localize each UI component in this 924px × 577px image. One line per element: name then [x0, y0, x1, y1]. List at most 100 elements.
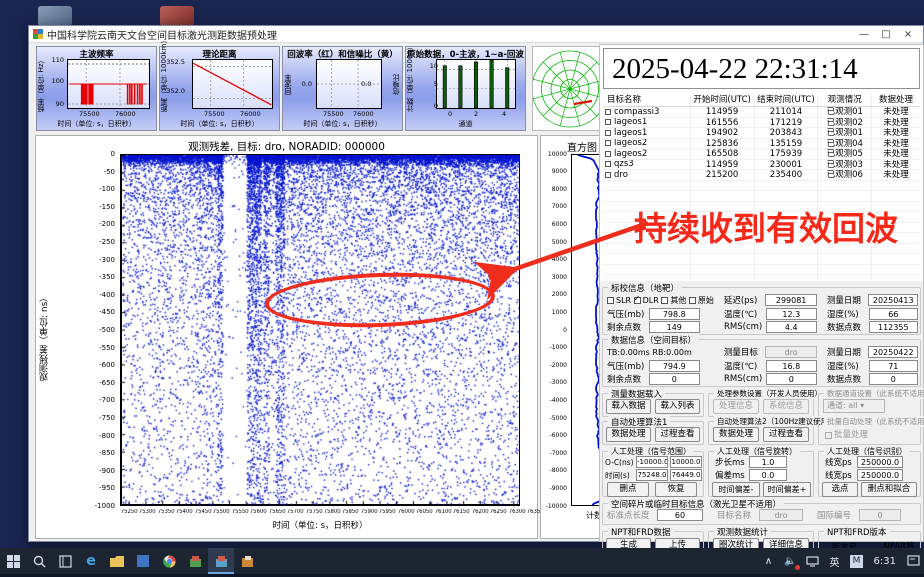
raw-checkbox[interactable] [688, 296, 696, 304]
row-checkbox[interactable] [605, 108, 611, 115]
step-input[interactable]: 1.0 [749, 456, 787, 468]
delete-points-button[interactable]: 删点 [607, 482, 649, 497]
time-max-input[interactable]: 76449.0 [670, 469, 702, 481]
app-icon [33, 29, 43, 39]
table-empty-row [603, 191, 920, 202]
table-row[interactable]: compassi3 114959 211014 已观测01 未处理 [603, 107, 920, 118]
group-auto-algorithm-2: 自动处理算法2（100Hz建议使用） 数据处理 过程查看 [708, 416, 839, 445]
start-button[interactable] [0, 548, 26, 574]
oc-min-input[interactable]: -10000.0 [636, 456, 668, 468]
restore-button[interactable]: 恢复 [655, 482, 697, 497]
table-row[interactable]: dro 215200 235400 已观测06 未处理 [603, 170, 920, 181]
oc-max-input[interactable]: 10000.0 [670, 456, 702, 468]
table-row[interactable]: lageos2 125836 135159 已观测04 未处理 [603, 138, 920, 149]
cal-points-field[interactable]: 112355 [868, 321, 919, 333]
volume-icon[interactable]: 🔈 [780, 548, 802, 574]
obs-temp-field[interactable]: 16.8 [765, 360, 817, 372]
ime-mode-icon[interactable]: M [846, 548, 868, 574]
load-data-button[interactable]: 载入数据 [606, 399, 651, 414]
clock-box: 2025-04-22 22:31:14 [603, 48, 920, 89]
app-icon-2-active[interactable] [208, 548, 234, 574]
plot-area [316, 59, 382, 109]
window-title: 中国科学院云南天文台空间目标激光测距数据预处理 [47, 30, 277, 42]
cal-remaining-field[interactable]: 149 [648, 321, 700, 333]
table-header: 目标名称 开始时间(UTC) 结束时间(UTC) 观测情况 数据处理 [603, 94, 920, 107]
taskbar-clock[interactable]: 6:31 [873, 555, 896, 567]
cal-humidity-field[interactable]: 66 [868, 308, 919, 320]
table-row[interactable]: lageos1 194902 203843 已观测01 未处理 [603, 128, 920, 139]
select-points-button[interactable]: 选点 [822, 482, 858, 497]
row-checkbox[interactable] [605, 140, 611, 147]
auto1-view-button[interactable]: 过程查看 [655, 427, 700, 442]
table-empty-row [603, 264, 920, 275]
obs-rms-field[interactable]: 0 [765, 373, 817, 385]
auto2-view-button[interactable]: 过程查看 [763, 427, 809, 442]
scatter-title: 观测残差, 目标: dro, NORADID: 000000 [188, 141, 385, 153]
deviation-input[interactable]: 0.0 [749, 469, 787, 481]
right-panel: 2025-04-22 22:31:14 目标名称 开始时间(UTC) 结束时间(UT… [599, 44, 924, 564]
group-process-params: 处理参数设置（开发人员使用） 处理信息 系统信息 [708, 388, 825, 417]
action-center-icon[interactable] [902, 548, 924, 574]
search-icon[interactable] [26, 548, 52, 574]
delete-fit-button[interactable]: 删点和拟合 [861, 482, 917, 497]
group-debris-info: 空间碎片或临时目标信息（激光卫星不适用） 标准点长度 60 目标名称 dro 国… [602, 498, 921, 525]
tray-expand-icon[interactable]: ∧ [764, 555, 773, 567]
obs-humidity-field[interactable]: 71 [868, 360, 919, 372]
row-checkbox[interactable] [605, 150, 611, 157]
network-icon[interactable] [802, 548, 824, 574]
obs-date-field[interactable]: 20250422 [868, 346, 918, 358]
photos-app-icon[interactable] [130, 548, 156, 574]
file-explorer-icon[interactable] [104, 548, 130, 574]
close-button[interactable]: × [903, 28, 913, 40]
obs-remaining-field[interactable]: 0 [648, 373, 700, 385]
residual-scatter-panel: 观测残差, 目标: dro, NORADID: 000000 观测残差（单位: … [35, 135, 562, 539]
row-checkbox[interactable] [605, 171, 611, 178]
group-manual-signal-rotation: 人工处理（信号旋转） 步长ms 1.0 偏差ms 0.0 时间偏差- 时间偏差+ [708, 446, 814, 497]
group-manual-signal-identify: 人工处理（信号识别） 线宽ps 250000.0 线宽ps 250000.0 选… [818, 446, 921, 497]
group-data-info: 数据信息（空间目标） TB:0.00ms RB:0.00m 测量目标 dro 测… [602, 334, 921, 387]
title-bar[interactable]: 中国科学院云南天文台空间目标激光测距数据预处理 — □ × [29, 26, 923, 43]
auto1-process-button[interactable]: 数据处理 [606, 427, 651, 442]
app-icon-1[interactable] [182, 548, 208, 574]
time-min-input[interactable]: 75248.0 [636, 469, 668, 481]
time-offset-minus-button[interactable]: 时间偏差- [712, 482, 760, 497]
desktop-icon[interactable] [38, 6, 72, 26]
group-data-load: 测量数据载入 载入数据 载入列表 [602, 388, 704, 417]
cal-date-field[interactable]: 20250413 [868, 294, 918, 306]
minimize-button[interactable]: — [859, 28, 869, 40]
load-list-button[interactable]: 载入列表 [655, 399, 700, 414]
cal-rms-field[interactable]: 4.4 [765, 321, 817, 333]
table-row[interactable]: lageos2 165508 175939 已观测05 未处理 [603, 149, 920, 160]
auto2-process-button[interactable]: 数据处理 [713, 427, 759, 442]
app-icon-3[interactable] [234, 548, 260, 574]
row-checkbox[interactable] [605, 161, 611, 168]
obs-points-field[interactable]: 0 [868, 373, 919, 385]
group-npt-frd-data: NPT和FRD数据 生成 上传 [602, 526, 704, 557]
chart-title: 主波频率 [79, 50, 114, 60]
obs-pressure-field[interactable]: 794.9 [648, 360, 700, 372]
maximize-button[interactable]: □ [881, 28, 891, 40]
polar-tracking-plot [531, 46, 609, 131]
delay-field[interactable]: 299081 [765, 294, 817, 306]
slr-checkbox[interactable] [607, 296, 614, 304]
table-row[interactable]: qzs3 114959 230001 已观测03 未处理 [603, 159, 920, 170]
row-checkbox[interactable] [605, 119, 611, 126]
annotation-text: 持续收到有效回波 [634, 209, 898, 248]
dlr-checkbox[interactable] [633, 294, 641, 304]
cal-pressure-field[interactable]: 798.8 [648, 308, 700, 320]
desktop-icon[interactable] [160, 6, 194, 26]
table-row[interactable]: lageos1 161556 171219 已观测02 未处理 [603, 117, 920, 128]
edge-icon[interactable]: e [86, 553, 96, 569]
ime-language-indicator[interactable]: 英 [829, 557, 840, 569]
linewidth1-input[interactable]: 250000.0 [857, 456, 903, 468]
cal-temp-field[interactable]: 12.3 [765, 308, 817, 320]
time-offset-plus-button[interactable]: 时间偏差+ [763, 482, 811, 497]
chart-echo-rate-snr: 回波率（红）和信噪比（黄） 回波率 信噪比 0.0 0.0 75500 7600… [282, 46, 403, 131]
row-checkbox[interactable] [605, 129, 611, 136]
normal-point-length-input[interactable]: 60 [657, 509, 703, 521]
scatter-plot-area[interactable] [120, 154, 520, 506]
chrome-icon[interactable] [156, 548, 182, 574]
task-view-icon[interactable] [52, 548, 78, 574]
other-checkbox[interactable] [661, 296, 669, 304]
linewidth2-input[interactable]: 250000.0 [857, 469, 903, 481]
